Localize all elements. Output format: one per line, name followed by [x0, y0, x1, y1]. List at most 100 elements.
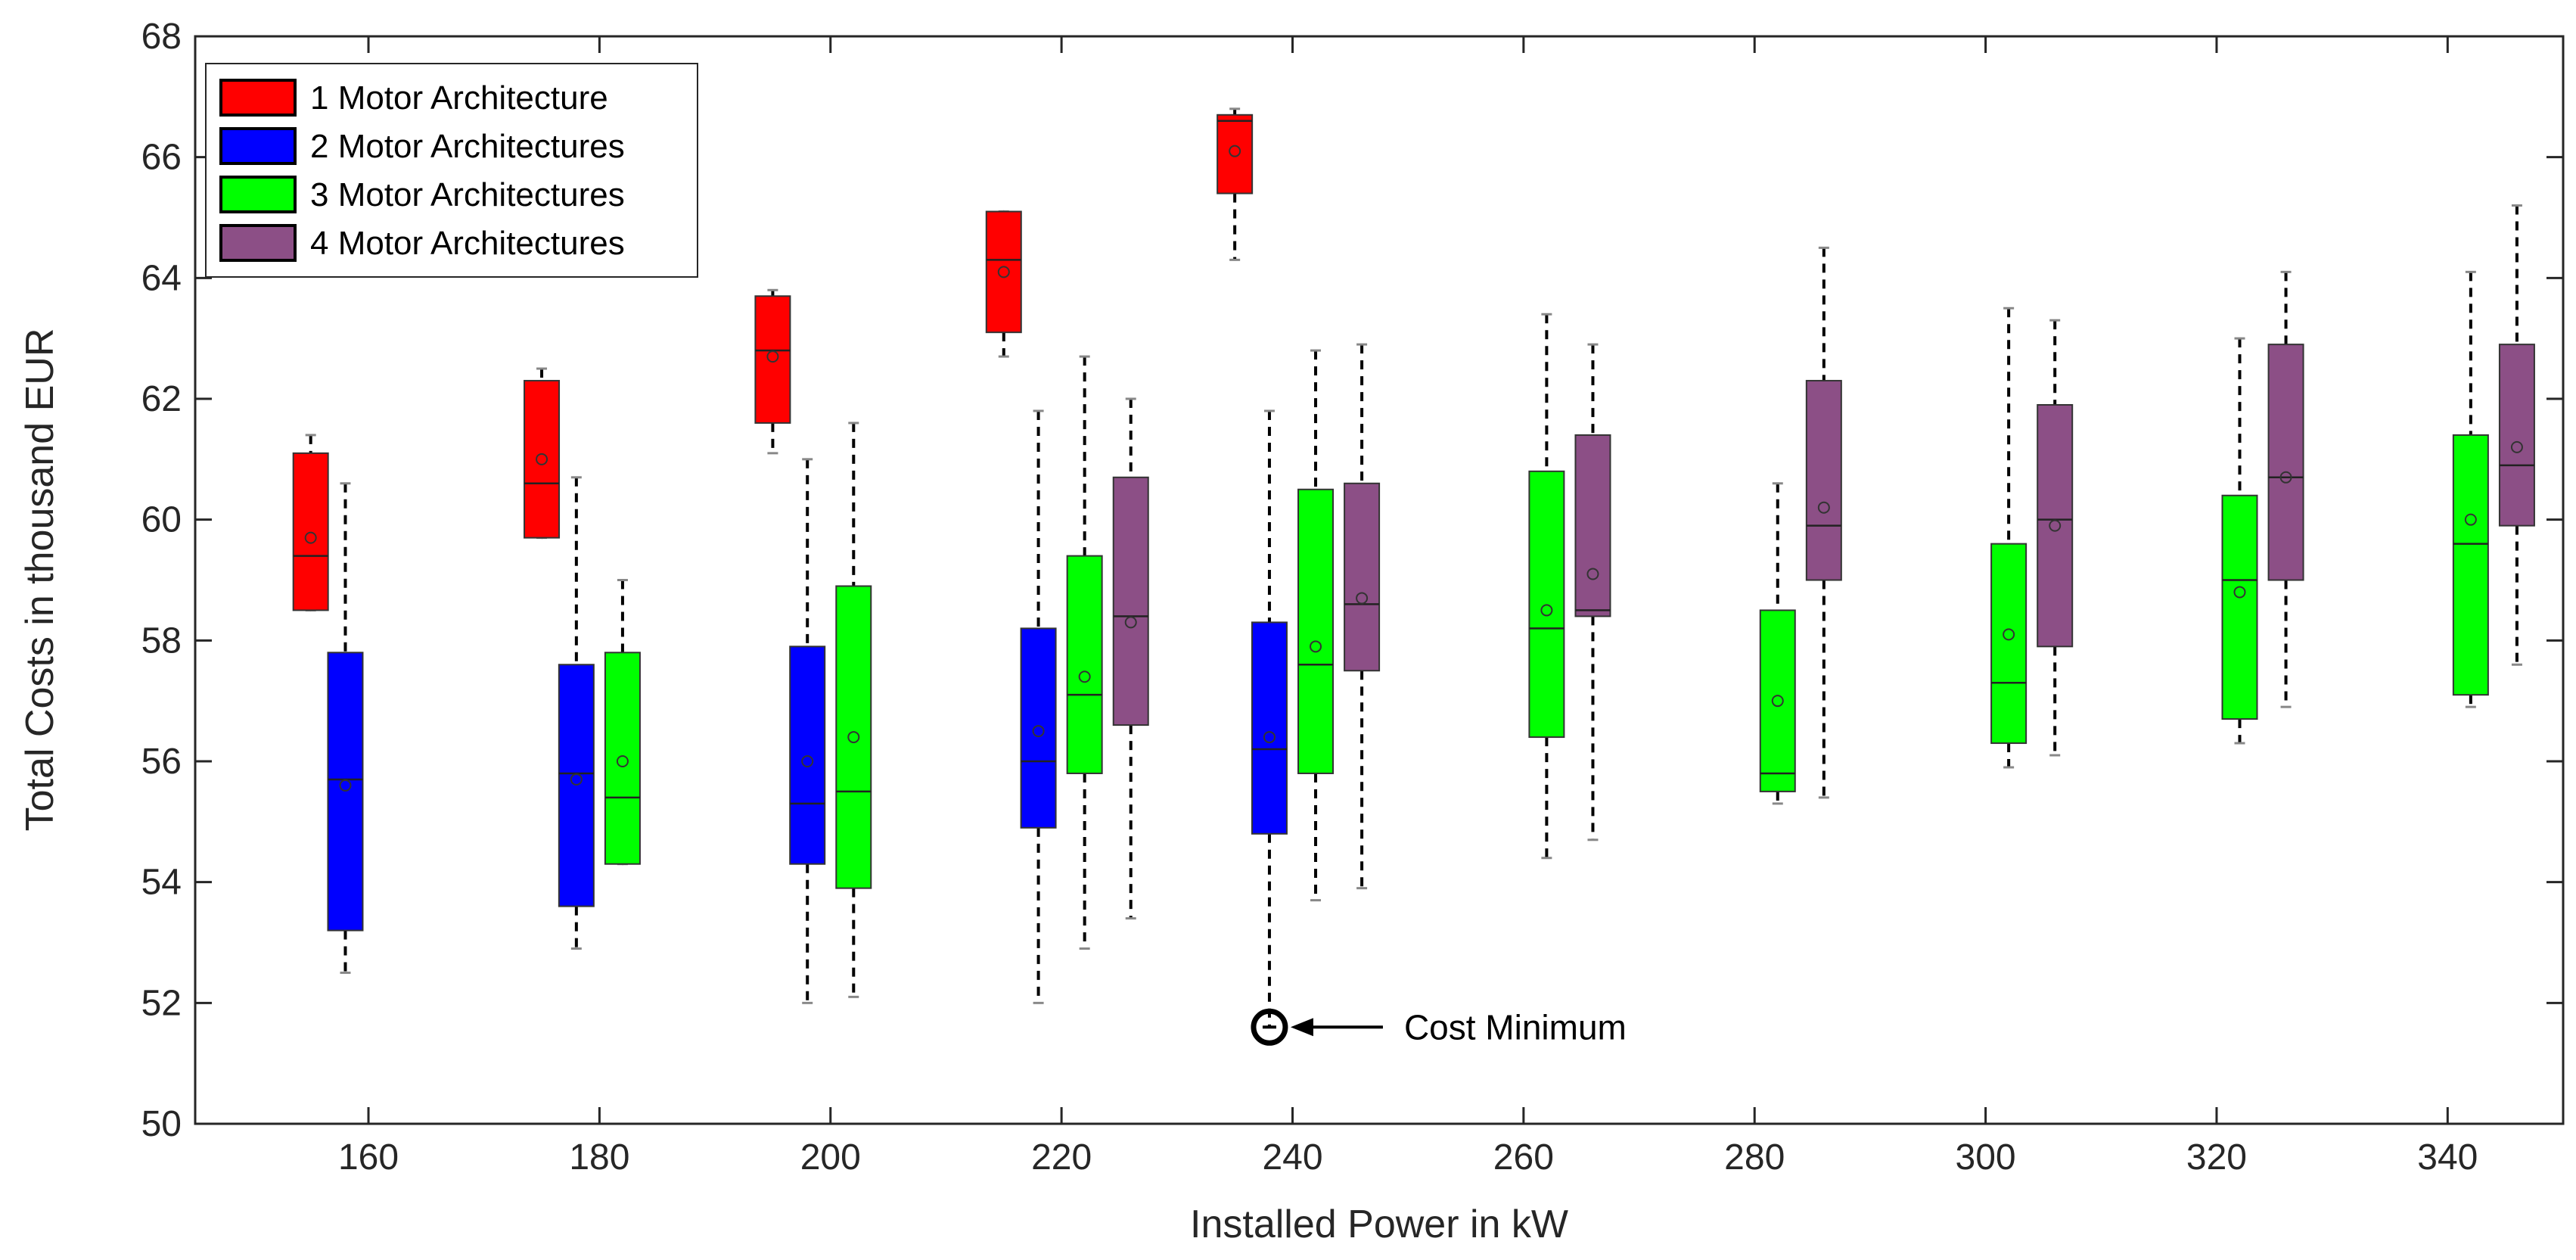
y-tick-label: 56: [141, 742, 182, 782]
y-tick-label: 62: [141, 379, 182, 419]
y-tick-label: 66: [141, 138, 182, 178]
mean-marker: [2279, 471, 2292, 484]
y-axis: 50 52 54 56 58 60 62 64 66 68: [141, 17, 2563, 1144]
legend-label: 4 Motor Architectures: [310, 225, 625, 262]
mean-marker: [1356, 592, 1369, 605]
box-body: [1217, 114, 1254, 194]
legend-label: 2 Motor Architectures: [310, 128, 625, 165]
box-4-motor-326: [2267, 270, 2304, 708]
y-tick-label: 68: [141, 17, 182, 57]
mean-marker: [1586, 568, 1599, 580]
box-4-motor-226: [1112, 397, 1149, 920]
mean-marker: [1229, 145, 1241, 157]
box-body: [2221, 494, 2258, 720]
box-1-motor-215: [985, 210, 1022, 358]
box-body: [754, 295, 791, 424]
mean-marker: [1032, 725, 1045, 738]
y-tick-label: 58: [141, 621, 182, 661]
legend-swatch: [219, 176, 297, 213]
x-tick-label: 240: [1262, 1137, 1322, 1178]
x-tick-label: 300: [1956, 1137, 2016, 1178]
legend-swatch: [219, 79, 297, 117]
box-3-motor-182: [604, 579, 641, 866]
mean-marker: [536, 453, 548, 465]
y-tick-label: 64: [141, 258, 182, 298]
mean-marker: [1078, 670, 1091, 683]
box-body: [985, 210, 1022, 334]
box-1-motor-195: [754, 288, 791, 455]
box-4-motor-246: [1344, 343, 1381, 890]
mean-marker: [1540, 604, 1553, 617]
legend-swatch: [219, 224, 297, 262]
legend-label: 1 Motor Architecture: [310, 79, 608, 117]
mean-marker: [570, 773, 583, 786]
x-tick-label: 280: [1724, 1137, 1785, 1178]
x-tick-label: 160: [338, 1137, 399, 1178]
y-tick-label: 54: [141, 863, 182, 903]
x-tick-label: 260: [1493, 1137, 1554, 1178]
box-4-motor-286: [1805, 246, 1842, 799]
box-body: [1020, 627, 1057, 829]
x-axis: 160 180 200 220 240 260 280 300 320 340: [338, 36, 2478, 1178]
x-axis-label: Installed Power in kW: [1190, 1202, 1568, 1246]
legend-swatch: [219, 127, 297, 165]
box-3-motor-282: [1759, 482, 1796, 805]
box-body: [1251, 621, 1288, 835]
box-body: [1574, 434, 1611, 618]
mean-marker: [2464, 513, 2477, 526]
box-body: [1112, 476, 1149, 726]
box-4-motor-306: [2037, 319, 2074, 757]
mean-marker: [2510, 440, 2523, 453]
mean-marker: [2003, 628, 2015, 641]
mean-marker: [1771, 695, 1784, 708]
mean-marker: [339, 779, 352, 792]
box-2-motor-218: [1020, 409, 1057, 1004]
box-body: [524, 380, 561, 539]
mean-marker: [2233, 586, 2246, 599]
box-body: [835, 585, 872, 889]
mean-marker: [997, 266, 1010, 278]
box-2-motor-238: [1251, 409, 1288, 1028]
y-tick-label: 50: [141, 1104, 182, 1144]
box-body: [1805, 380, 1842, 581]
mean-marker: [304, 531, 317, 544]
box-body: [2267, 344, 2304, 581]
box-2-motor-158: [327, 482, 364, 974]
y-tick-label: 52: [141, 983, 182, 1023]
x-tick-label: 340: [2417, 1137, 2478, 1178]
legend-label: 3 Motor Architectures: [310, 176, 625, 213]
box-body: [604, 652, 641, 865]
box-body: [1066, 555, 1103, 774]
x-tick-label: 200: [800, 1137, 861, 1178]
mean-marker: [616, 755, 629, 767]
box-body: [1344, 482, 1381, 672]
y-axis-label: Total Costs in thousand EUR: [18, 328, 62, 832]
annotation-label: Cost Minimum: [1404, 1007, 1627, 1047]
box-body: [1297, 488, 1335, 774]
x-tick-label: 320: [2186, 1137, 2247, 1178]
legend: 1 Motor Architecture 2 Motor Architecture…: [205, 63, 698, 278]
mean-marker: [2049, 519, 2062, 532]
box-1-motor-155: [292, 434, 329, 611]
box-body: [1759, 609, 1796, 792]
mean-marker: [847, 731, 860, 744]
box-body: [1990, 543, 2028, 745]
box-3-motor-302: [1990, 306, 2028, 769]
box-3-motor-342: [2452, 270, 2489, 708]
box-3-motor-202: [835, 422, 872, 998]
box-1-motor-235: [1217, 107, 1254, 261]
mean-marker: [1817, 501, 1830, 514]
mean-marker: [801, 755, 814, 767]
mean-marker: [766, 350, 779, 363]
cost-minimum-marker: [1251, 1008, 1288, 1046]
box-2-motor-178: [558, 476, 595, 950]
x-tick-label: 220: [1031, 1137, 1092, 1178]
box-4-motor-346: [2498, 204, 2535, 666]
box-2-motor-198: [789, 458, 826, 1004]
box-body: [2037, 403, 2074, 648]
box-body: [2498, 344, 2535, 527]
annotation-arrow-head: [1290, 1018, 1313, 1037]
box-3-motor-222: [1066, 355, 1103, 950]
box-body: [2452, 434, 2489, 696]
mean-marker: [1310, 640, 1322, 653]
